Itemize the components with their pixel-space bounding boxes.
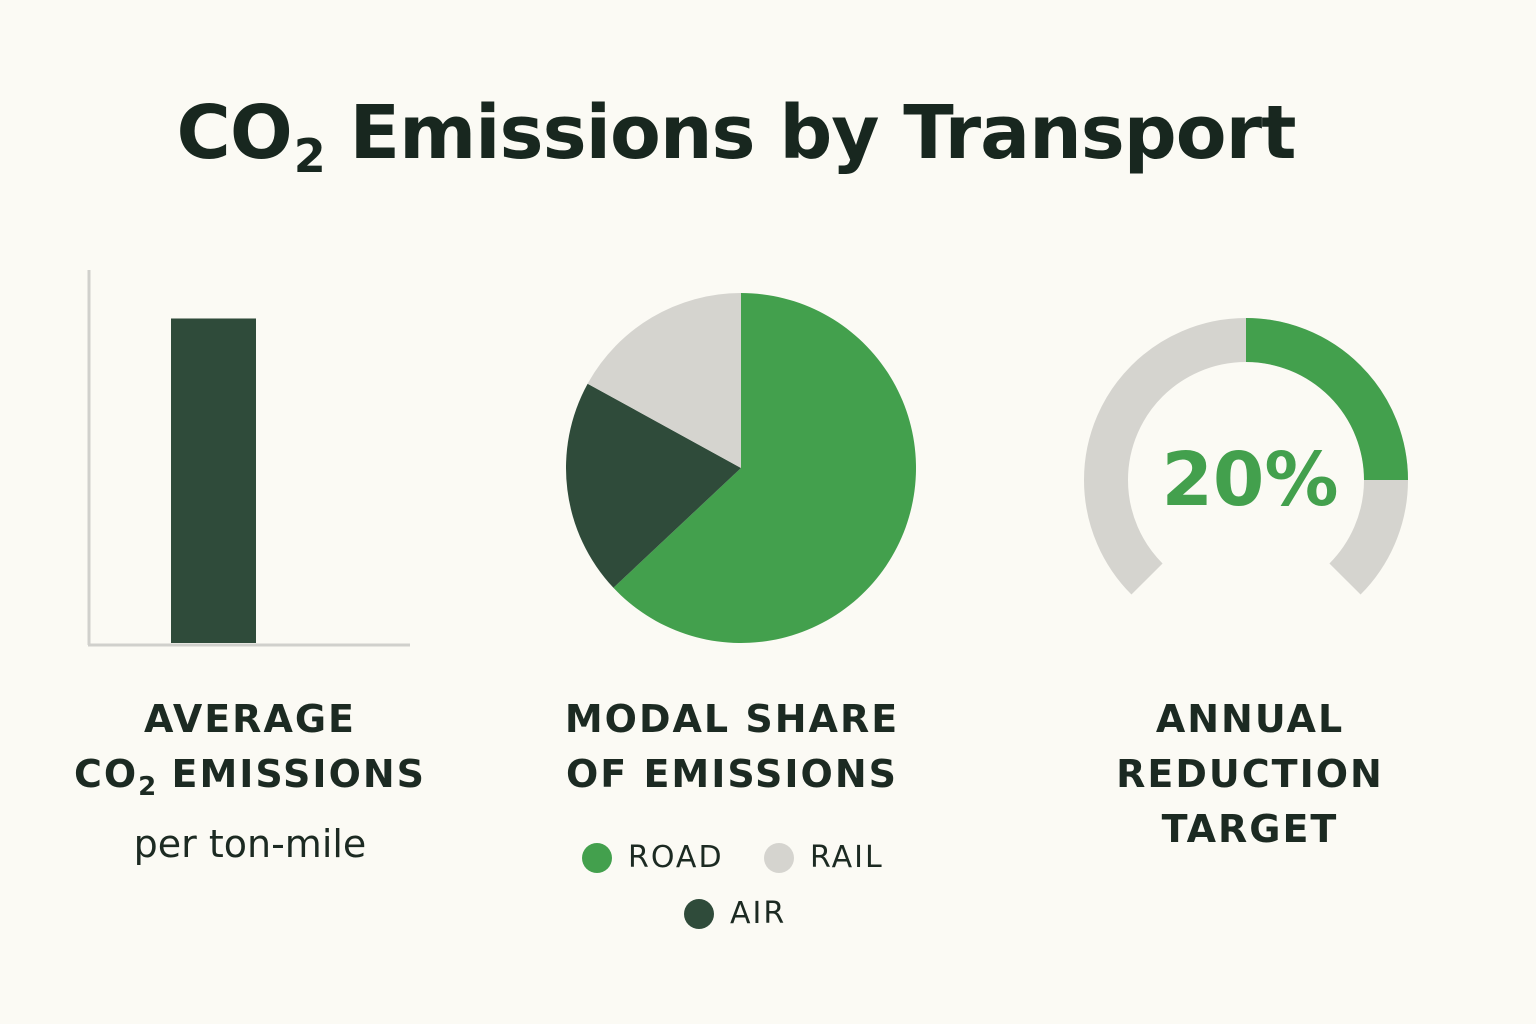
pie-slice-rail xyxy=(587,293,741,468)
pie-caption-line2: OF EMISSIONS xyxy=(565,752,899,796)
bar-caption-line2: CO2 EMISSIONS xyxy=(60,747,440,807)
legend-label-air: AIR xyxy=(730,896,787,931)
bar-chart xyxy=(87,270,410,647)
legend-item-road: ROAD xyxy=(582,840,724,875)
gauge-caption: ANNUAL REDUCTION TARGET xyxy=(1060,692,1440,857)
legend-label-road: ROAD xyxy=(628,840,724,875)
title-rest: Emissions by Transport xyxy=(349,90,1297,176)
pie-slice-air xyxy=(565,383,741,588)
legend-item-air: AIR xyxy=(684,896,786,931)
bar-caption-subscript: 2 xyxy=(138,772,157,802)
bar-caption-unit: per ton-mile xyxy=(133,822,367,866)
bar-caption-co: CO xyxy=(73,752,139,796)
bar-caption-emissions: EMISSIONS xyxy=(171,752,427,796)
legend-swatch-road xyxy=(582,842,612,873)
gauge-caption-line3: TARGET xyxy=(1161,807,1339,851)
title-co: CO xyxy=(176,90,293,176)
legend-item-rail: RAIL xyxy=(764,840,884,875)
pie-caption-line1: MODAL SHARE xyxy=(564,697,900,741)
legend-label-rail: RAIL xyxy=(810,840,884,875)
gauge-value-label: 20% xyxy=(1161,437,1338,523)
title-subscript: 2 xyxy=(293,129,326,183)
bar-marks xyxy=(171,318,256,643)
legend-swatch-air xyxy=(684,898,714,929)
page-title: CO2 Emissions by Transport xyxy=(0,96,1472,179)
legend-swatch-rail xyxy=(764,842,794,873)
gauge-caption-line1: ANNUAL xyxy=(1155,697,1345,741)
gauge-chart: 20% xyxy=(1084,318,1408,595)
pie-slice-road xyxy=(613,293,916,643)
bar-caption: AVERAGE CO2 EMISSIONS per ton-mile xyxy=(60,692,440,872)
pie-chart xyxy=(565,293,916,643)
pie-caption: MODAL SHARE OF EMISSIONS xyxy=(532,692,932,802)
bar-0 xyxy=(171,318,256,643)
bar-caption-line1: AVERAGE xyxy=(143,697,356,741)
gauge-caption-line2: REDUCTION xyxy=(1116,752,1384,796)
gauge-fill xyxy=(1245,318,1408,481)
